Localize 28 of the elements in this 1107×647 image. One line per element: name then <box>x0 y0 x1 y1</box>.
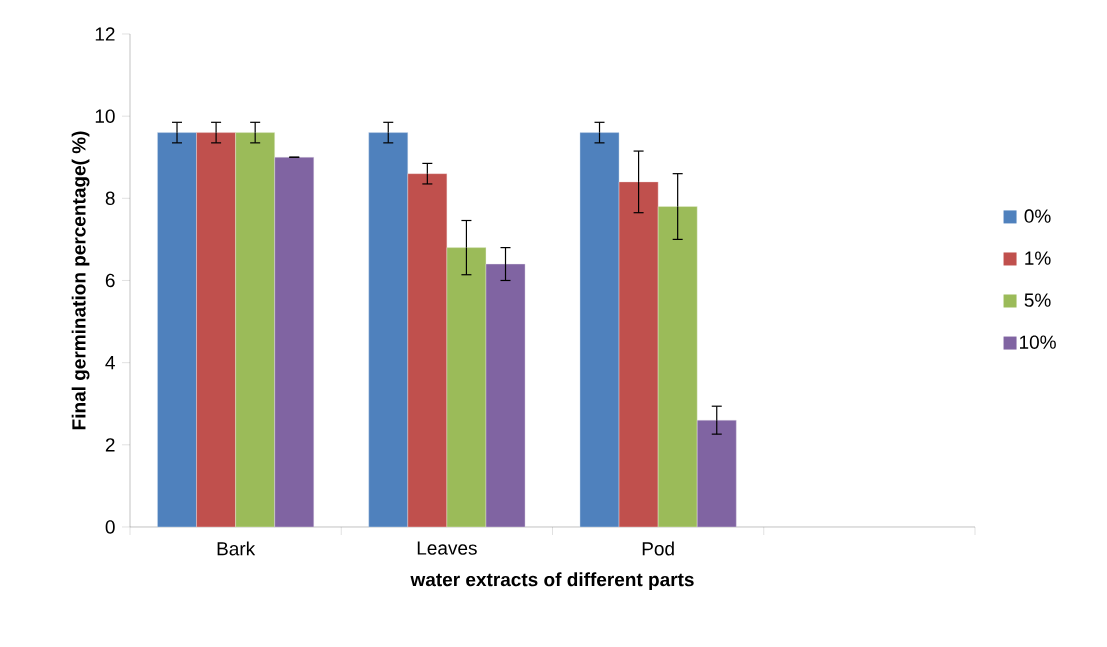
bar <box>235 132 275 528</box>
bar <box>274 157 314 528</box>
legend-label: 5% <box>1024 293 1051 307</box>
bar <box>368 132 408 528</box>
bar <box>196 132 236 528</box>
legend-label: 1% <box>1025 251 1051 265</box>
bar <box>446 247 487 528</box>
y-tick-label: 0 <box>105 520 115 534</box>
bar <box>618 181 659 528</box>
x-axis-title: water extracts of different parts <box>410 572 694 591</box>
x-tick-label: Bark <box>217 541 256 556</box>
y-tick-label: 6 <box>105 273 115 288</box>
bar <box>407 173 448 528</box>
y-axis-title: Final germination percentage( %) <box>71 131 90 430</box>
bar <box>657 206 698 528</box>
bar <box>485 263 526 528</box>
legend-label: 0% <box>1024 209 1051 223</box>
legend-label: 10% <box>1019 335 1056 349</box>
y-tick-label: 2 <box>105 438 115 452</box>
y-tick-label: 4 <box>105 356 115 370</box>
x-tick-label: Pod <box>642 541 674 556</box>
bar <box>697 419 737 528</box>
y-tick-label: 10 <box>95 109 115 123</box>
y-tick-label: 12 <box>95 27 115 41</box>
bar <box>579 132 620 528</box>
x-tick-label: Leaves <box>417 541 477 555</box>
y-tick-label: 8 <box>105 191 115 206</box>
bar <box>157 132 197 528</box>
